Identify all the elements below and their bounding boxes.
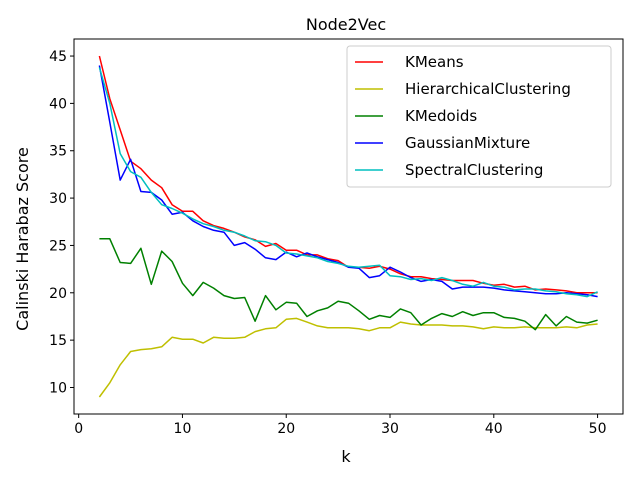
y-axis: 10 15 20 25 30 35 40 45 [49,49,74,396]
legend: KMeans HierarchicalClustering KMedoids Gaus… [346,45,612,188]
x-axis-label: k [341,447,351,466]
y-tick-label: 25 [49,238,67,254]
y-tick-label: 40 [49,96,67,112]
legend-label: KMeans [405,53,464,71]
y-axis-label: Calinski Harabaz Score [13,147,32,331]
legend-label: GaussianMixture [405,134,530,152]
y-tick-label: 10 [49,380,67,396]
plot-frame [73,38,624,415]
legend-label: SpectralClustering [405,161,543,179]
series-line-spectralclustering [98,67,598,298]
y-tick-label: 35 [49,144,67,160]
y-tick-label: 20 [49,286,67,302]
x-tick-label: 10 [174,421,192,437]
legend-label: KMedoids [405,107,477,125]
series-line-kmedoids [99,238,598,331]
series-line-hierarchicalclustering [98,317,598,398]
legend-box [346,45,612,188]
legend-label: HierarchicalClustering [405,80,571,98]
x-tick-label: 40 [485,421,503,437]
series-layer [98,55,598,398]
x-tick-label: 0 [74,421,83,437]
x-tick-label: 20 [277,421,295,437]
y-tick-label: 45 [49,49,67,65]
y-tick-label: 15 [49,333,67,349]
x-tick-label: 50 [589,421,607,437]
chart-title: Node2Vec [306,15,386,34]
x-tick-label: 30 [381,421,399,437]
x-axis: 0 10 20 30 40 50 [74,414,606,437]
y-tick-label: 30 [49,191,67,207]
series-line-gaussianmixture [98,65,598,298]
